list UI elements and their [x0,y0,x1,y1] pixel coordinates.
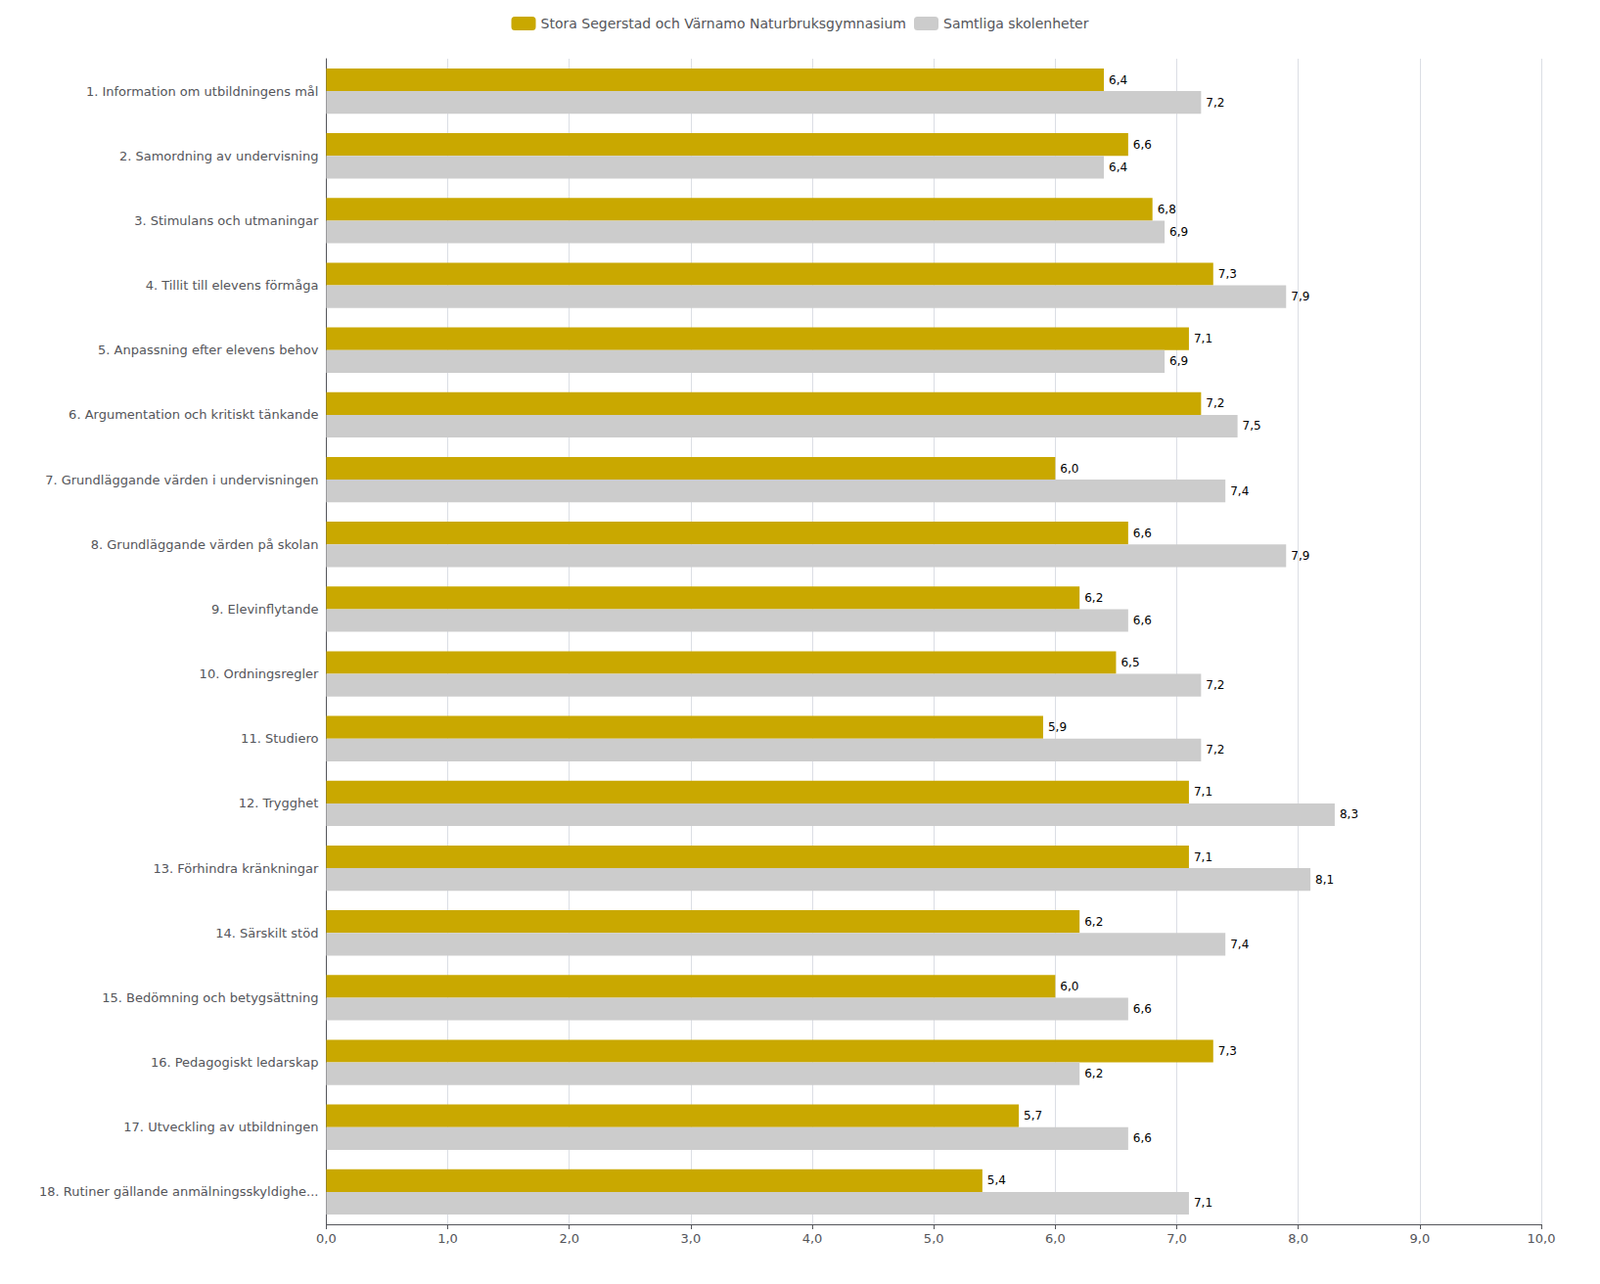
svg-text:7,2: 7,2 [1205,742,1225,757]
svg-text:3,0: 3,0 [681,1231,702,1246]
svg-text:7,9: 7,9 [1290,289,1310,304]
svg-text:13. Förhindra kränkningar: 13. Förhindra kränkningar [152,861,320,876]
svg-text:7,1: 7,1 [1193,850,1213,865]
svg-text:6,8: 6,8 [1157,202,1177,217]
svg-text:14. Särskilt stöd: 14. Särskilt stöd [215,925,319,941]
svg-text:16. Pedagogiskt ledarskap: 16. Pedagogiskt ledarskap [150,1054,319,1070]
svg-text:7,4: 7,4 [1230,484,1249,499]
svg-text:15. Bedömning och betygsättnin: 15. Bedömning och betygsättning [101,990,319,1006]
svg-text:6,2: 6,2 [1084,1066,1103,1081]
svg-text:7,5: 7,5 [1242,418,1262,433]
svg-text:5. Anpassning efter elevens be: 5. Anpassning efter elevens behov [97,342,320,358]
svg-text:12. Trygghet: 12. Trygghet [238,795,320,811]
svg-text:5,4: 5,4 [987,1173,1006,1188]
svg-text:5,9: 5,9 [1048,720,1067,734]
svg-text:6,4: 6,4 [1108,160,1128,175]
svg-text:8,0: 8,0 [1287,1231,1309,1246]
svg-text:3. Stimulans och utmaningar: 3. Stimulans och utmaningar [134,213,320,229]
svg-text:10. Ordningsregler: 10. Ordningsregler [199,666,320,682]
svg-text:7,1: 7,1 [1193,331,1213,346]
svg-text:2,0: 2,0 [558,1231,580,1246]
svg-text:8,1: 8,1 [1315,872,1334,887]
svg-text:6,4: 6,4 [1108,73,1128,88]
svg-text:4,0: 4,0 [802,1231,823,1246]
svg-text:17. Utveckling av utbildningen: 17. Utveckling av utbildningen [123,1119,319,1135]
svg-text:7,2: 7,2 [1205,95,1225,110]
svg-text:6. Argumentation och kritiskt: 6. Argumentation och kritiskt tänkande [68,407,319,422]
svg-text:11. Studiero: 11. Studiero [240,731,319,746]
svg-text:6,2: 6,2 [1084,591,1103,605]
svg-text:4. Tillit till elevens förmåga: 4. Tillit till elevens förmåga [145,277,320,293]
svg-text:7,3: 7,3 [1218,267,1237,281]
svg-text:0,0: 0,0 [316,1231,337,1246]
svg-text:18. Rutiner gällande anmälning: 18. Rutiner gällande anmälningsskyldighe… [39,1184,319,1199]
svg-text:6,6: 6,6 [1133,1131,1152,1145]
svg-text:6,9: 6,9 [1169,225,1189,239]
svg-text:1,0: 1,0 [437,1231,458,1246]
svg-text:8. Grundläggande värden på sko: 8. Grundläggande värden på skolan [91,537,320,552]
svg-text:2. Samordning av undervisning: 2. Samordning av undervisning [119,148,320,164]
svg-text:6,6: 6,6 [1133,613,1152,628]
svg-text:6,6: 6,6 [1133,1002,1152,1016]
svg-text:7,4: 7,4 [1230,937,1249,952]
svg-text:9,0: 9,0 [1409,1231,1430,1246]
svg-text:Samtliga skolenheter: Samtliga skolenheter [943,15,1090,32]
svg-text:5,7: 5,7 [1023,1108,1043,1123]
svg-text:7,0: 7,0 [1166,1231,1188,1246]
svg-text:7,3: 7,3 [1218,1044,1237,1058]
svg-text:7,1: 7,1 [1193,1195,1213,1210]
svg-text:7,9: 7,9 [1290,548,1310,563]
svg-text:6,6: 6,6 [1133,137,1152,152]
svg-text:6,6: 6,6 [1133,526,1152,541]
svg-text:8,3: 8,3 [1339,807,1359,822]
svg-text:7,2: 7,2 [1205,678,1225,692]
svg-text:6,0: 6,0 [1059,979,1079,994]
svg-text:10,0: 10,0 [1527,1231,1556,1246]
svg-text:7,2: 7,2 [1205,396,1225,411]
svg-text:6,0: 6,0 [1059,461,1079,476]
svg-text:6,5: 6,5 [1120,655,1140,670]
svg-text:6,2: 6,2 [1084,914,1103,929]
svg-text:9. Elevinflytande: 9. Elevinflytande [211,601,319,617]
svg-text:6,0: 6,0 [1045,1231,1066,1246]
svg-text:7. Grundläggande värden i unde: 7. Grundläggande värden i undervisningen [45,472,319,488]
svg-text:1. Information om utbildningen: 1. Information om utbildningens mål [86,84,319,99]
svg-text:Stora Segerstad och Värnamo Na: Stora Segerstad och Värnamo Naturbruksgy… [541,15,908,32]
svg-text:7,1: 7,1 [1193,784,1213,799]
svg-text:6,9: 6,9 [1169,354,1189,368]
svg-text:5,0: 5,0 [923,1231,945,1246]
